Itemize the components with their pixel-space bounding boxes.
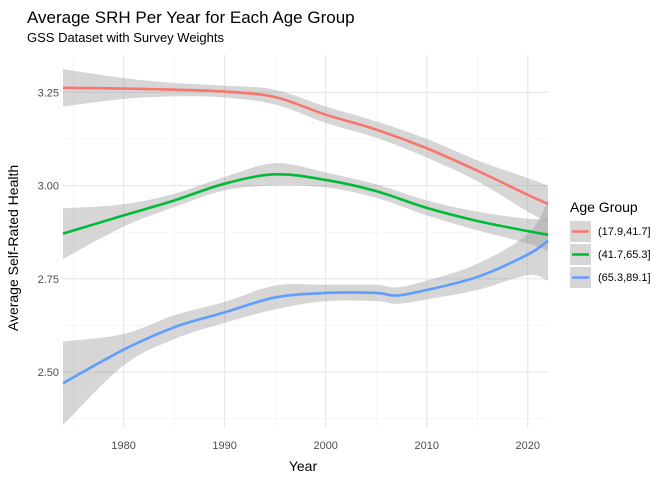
y-axis-ticks: 2.50 2.75 3.00 3.25	[38, 87, 59, 379]
ribbon-series-0	[63, 69, 548, 223]
line-series-0	[62, 86, 549, 206]
ribbon-series-1	[63, 163, 548, 260]
legend-label: (17.9,41.7]	[598, 226, 651, 238]
x-tick-label: 1990	[212, 440, 236, 452]
ribbon-series-2	[63, 200, 548, 426]
x-tick-label: 2020	[516, 440, 540, 452]
x-tick-label: 1980	[111, 440, 135, 452]
gridlines	[63, 55, 548, 428]
y-tick-label: 2.50	[38, 367, 59, 379]
x-tick-label: 2010	[415, 440, 439, 452]
x-tick-label: 2000	[313, 440, 337, 452]
legend-label: (65.3,89.1]	[598, 272, 651, 284]
y-tick-label: 2.75	[38, 274, 59, 286]
legend-title: Age Group	[570, 199, 638, 215]
y-tick-label: 3.00	[38, 181, 59, 193]
legend-label: (41.7,65.3]	[598, 249, 651, 261]
x-axis-ticks: 1980 1990 2000 2010 2020	[111, 440, 540, 452]
line-series-1	[62, 173, 549, 237]
chart-subtitle: GSS Dataset with Survey Weights	[27, 30, 225, 45]
y-tick-label: 3.25	[38, 87, 59, 99]
confidence-ribbons	[63, 69, 548, 426]
series-lines	[62, 86, 549, 385]
legend: Age Group (17.9,41.7] (41.7,65.3] (65.3,89…	[570, 199, 651, 288]
chart-title: Average SRH Per Year for Each Age Group	[27, 8, 355, 27]
y-axis-title: Average Self-Rated Health	[5, 165, 21, 331]
line-series-2	[62, 239, 549, 385]
x-axis-title: Year	[289, 458, 318, 474]
